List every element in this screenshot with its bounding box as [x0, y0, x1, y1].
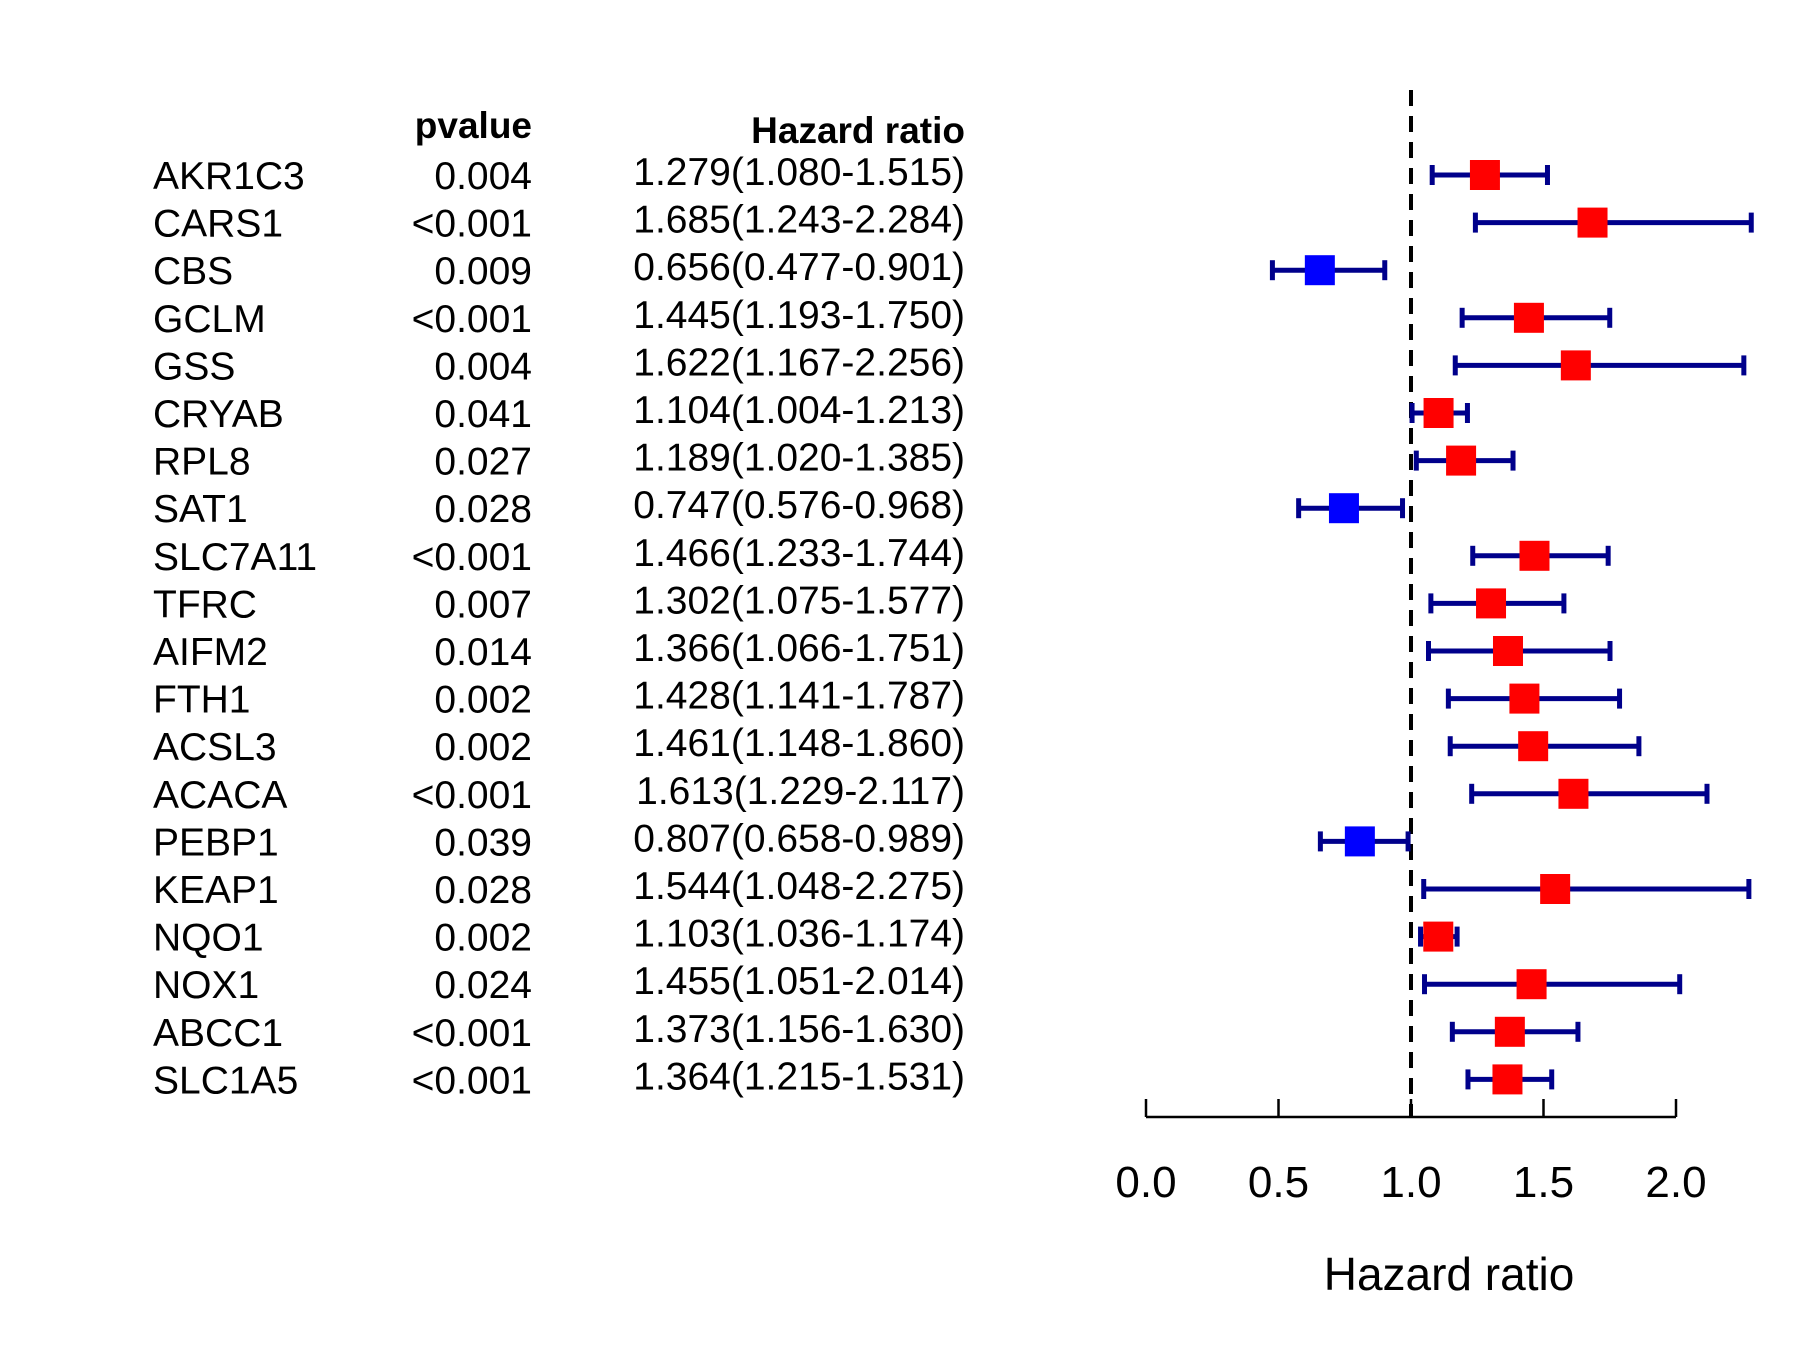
hazard-ratio-point — [1446, 445, 1477, 476]
gene-label: ABCC1 — [153, 1012, 283, 1055]
hazard-ratio-point — [1519, 540, 1550, 571]
hazard-ratio-cell: 1.279(1.080-1.515) — [633, 151, 965, 194]
gene-label: SLC1A5 — [153, 1059, 298, 1102]
pvalue-cell: 0.009 — [434, 250, 532, 293]
gene-label: ACSL3 — [153, 726, 277, 769]
x-axis: Hazard ratio 0.0 0.5 1.0 1.5 2.0 — [1115, 1099, 1707, 1300]
hazard-ratio-point — [1540, 874, 1571, 904]
gene-label: GCLM — [153, 298, 266, 341]
hazard-ratio-cell: 1.445(1.193-1.750) — [633, 294, 965, 337]
gene-label: CARS1 — [153, 203, 283, 246]
hazard-ratio-cell: 0.656(0.477-0.901) — [633, 246, 965, 289]
pvalue-cell: <0.001 — [412, 203, 532, 246]
hazard-ratio-point — [1516, 969, 1547, 1000]
gene-label: NQO1 — [153, 917, 264, 960]
pvalue-cell: <0.001 — [412, 774, 532, 817]
x-tick-label: 0.5 — [1248, 1158, 1309, 1207]
hazard-ratio-point — [1560, 350, 1591, 381]
gene-label: SLC7A11 — [153, 536, 317, 579]
hazard-ratio-cell: 1.613(1.229-2.117) — [636, 770, 965, 813]
hazard-ratio-point — [1492, 1064, 1523, 1095]
pvalue-cell: 0.039 — [434, 821, 532, 864]
hazard-ratio-cell: 1.373(1.156-1.630) — [633, 1008, 965, 1051]
hazard-ratio-cell: 1.366(1.066-1.751) — [633, 627, 965, 670]
pvalue-cell: 0.014 — [434, 631, 532, 674]
pvalue-cell: 0.027 — [434, 441, 532, 484]
hazard-ratio-column-header: Hazard ratio — [751, 110, 965, 151]
gene-label: TFRC — [153, 583, 257, 626]
hazard-ratio-cell: 1.461(1.148-1.860) — [633, 722, 965, 765]
gene-label: ACACA — [153, 774, 287, 817]
pvalue-cell: 0.007 — [434, 583, 532, 626]
x-tick-label: 1.5 — [1513, 1158, 1574, 1207]
pvalue-cell: 0.028 — [434, 869, 532, 912]
hazard-ratio-point — [1476, 588, 1507, 619]
pvalue-cell: 0.004 — [434, 345, 532, 388]
gene-label: SAT1 — [153, 488, 248, 531]
marks-layer — [1269, 160, 1754, 1095]
x-axis-label: Hazard ratio — [1324, 1248, 1575, 1300]
pvalue-cell: 0.004 — [434, 155, 532, 198]
hazard-ratio-cell: 1.189(1.020-1.385) — [633, 437, 965, 480]
hazard-ratio-cell: 1.104(1.004-1.213) — [633, 389, 965, 432]
x-tick-label: 0.0 — [1115, 1158, 1176, 1207]
x-tick-label: 1.0 — [1380, 1158, 1441, 1207]
pvalue-column-header: pvalue — [415, 105, 532, 146]
hazard-ratio-cell: 1.103(1.036-1.174) — [633, 913, 965, 956]
gene-label: CRYAB — [153, 393, 284, 436]
hazard-ratio-point — [1494, 1016, 1525, 1047]
pvalue-cell: <0.001 — [412, 298, 532, 341]
pvalue-cell: 0.002 — [434, 726, 532, 769]
hazard-ratio-cell: 1.455(1.051-2.014) — [633, 960, 965, 1003]
hazard-ratio-cell: 1.466(1.233-1.744) — [633, 532, 965, 575]
gene-label: FTH1 — [153, 679, 251, 722]
gene-label: PEBP1 — [153, 821, 279, 864]
gene-label: AKR1C3 — [153, 155, 305, 198]
hazard-ratio-point — [1304, 255, 1335, 286]
gene-label: CBS — [153, 250, 233, 293]
gene-label: NOX1 — [153, 964, 259, 1007]
gene-label: AIFM2 — [153, 631, 268, 674]
hazard-ratio-point — [1509, 683, 1540, 714]
hazard-ratio-cell: 1.364(1.215-1.531) — [633, 1055, 965, 1098]
hazard-ratio-point — [1423, 921, 1454, 952]
hazard-ratio-point — [1518, 731, 1549, 762]
data-table: pvalue Hazard ratio AKR1C3 0.004 1.279(1.0… — [153, 105, 965, 1102]
hazard-ratio-cell: 1.428(1.141-1.787) — [633, 675, 965, 718]
pvalue-cell: 0.024 — [434, 964, 532, 1007]
pvalue-cell: <0.001 — [412, 1012, 532, 1055]
hazard-ratio-cell: 1.685(1.243-2.284) — [633, 199, 965, 242]
gene-label: GSS — [153, 345, 235, 388]
hazard-ratio-point — [1469, 160, 1500, 190]
hazard-ratio-cell: 0.747(0.576-0.968) — [633, 484, 965, 527]
hazard-ratio-cell: 1.544(1.048-2.275) — [633, 865, 965, 908]
hazard-ratio-point — [1577, 207, 1608, 238]
pvalue-cell: <0.001 — [412, 1059, 532, 1102]
hazard-ratio-point — [1558, 778, 1589, 809]
pvalue-cell: 0.028 — [434, 488, 532, 531]
hazard-ratio-cell: 1.622(1.167-2.256) — [633, 341, 965, 384]
pvalue-cell: <0.001 — [412, 536, 532, 579]
hazard-ratio-point — [1423, 398, 1454, 428]
hazard-ratio-point — [1513, 302, 1544, 333]
hazard-ratio-point — [1492, 636, 1523, 666]
gene-label: RPL8 — [153, 441, 251, 484]
pvalue-cell: 0.002 — [434, 917, 532, 960]
x-tick-label: 2.0 — [1645, 1158, 1706, 1207]
pvalue-cell: 0.041 — [434, 393, 532, 436]
hazard-ratio-cell: 1.302(1.075-1.577) — [633, 579, 965, 622]
hazard-ratio-point — [1344, 826, 1375, 857]
hazard-ratio-point — [1328, 493, 1359, 524]
pvalue-cell: 0.002 — [434, 679, 532, 722]
hazard-ratio-cell: 0.807(0.658-0.989) — [633, 817, 965, 860]
gene-label: KEAP1 — [153, 869, 279, 912]
